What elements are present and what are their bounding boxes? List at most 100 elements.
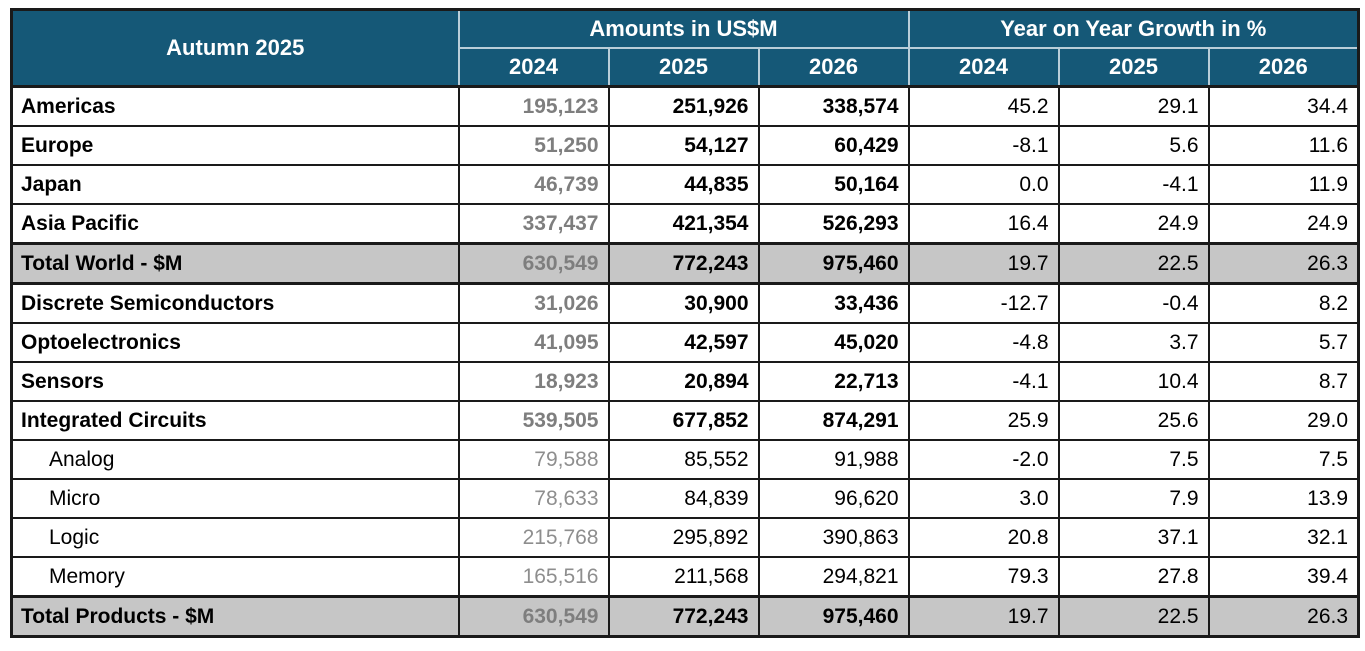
- amount-cell: 165,516: [457, 556, 610, 598]
- growth-cell: 8.7: [1207, 361, 1360, 402]
- year-header-growth-2024: 2024: [907, 47, 1060, 88]
- growth-cell: 34.4: [1207, 85, 1360, 127]
- amount-cell: 46,739: [457, 164, 610, 205]
- growth-cell: -0.4: [1057, 282, 1210, 324]
- growth-cell: -4.1: [907, 361, 1060, 402]
- growth-cell: -4.1: [1057, 164, 1210, 205]
- table-row: Analog 79,588 85,552 91,988 -2.0 7.5 7.5: [10, 439, 1360, 480]
- growth-cell: 24.9: [1207, 203, 1360, 245]
- growth-cell: -2.0: [907, 439, 1060, 480]
- year-header-growth-2026: 2026: [1207, 47, 1360, 88]
- table-row: Japan 46,739 44,835 50,164 0.0 -4.1 11.9: [10, 164, 1360, 205]
- column-group-amounts: Amounts in US$M: [457, 8, 910, 49]
- amount-cell: 421,354: [607, 203, 760, 245]
- amount-cell: 215,768: [457, 517, 610, 558]
- growth-cell: 7.5: [1207, 439, 1360, 480]
- table-row: Sensors 18,923 20,894 22,713 -4.1 10.4 8.7: [10, 361, 1360, 402]
- table-row: Optoelectronics 41,095 42,597 45,020 -4.8 3.7…: [10, 322, 1360, 363]
- amount-cell: 42,597: [607, 322, 760, 363]
- growth-cell: 0.0: [907, 164, 1060, 205]
- row-label: Sensors: [10, 361, 460, 402]
- amount-cell: 772,243: [607, 242, 760, 285]
- growth-cell: 24.9: [1057, 203, 1210, 245]
- amount-cell: 84,839: [607, 478, 760, 519]
- row-label: Total Products - $M: [10, 595, 460, 638]
- growth-cell: 32.1: [1207, 517, 1360, 558]
- amount-cell: 79,588: [457, 439, 610, 480]
- header-years-row: 2024 2025 2026 2024 2025 2026: [12, 47, 1360, 88]
- row-label: Optoelectronics: [10, 322, 460, 363]
- growth-cell: 5.7: [1207, 322, 1360, 363]
- amount-cell: 526,293: [757, 203, 910, 245]
- growth-cell: 10.4: [1057, 361, 1210, 402]
- growth-cell: 25.6: [1057, 400, 1210, 441]
- table-body: Americas 195,123 251,926 338,574 45.2 29.1 34.…: [10, 85, 1360, 638]
- growth-cell: 7.9: [1057, 478, 1210, 519]
- growth-cell: -4.8: [907, 322, 1060, 363]
- amount-cell: 975,460: [757, 595, 910, 638]
- growth-cell: 7.5: [1057, 439, 1210, 480]
- table-row: Logic 215,768 295,892 390,863 20.8 37.1 32.1: [10, 517, 1360, 558]
- amount-cell: 41,095: [457, 322, 610, 363]
- amount-cell: 18,923: [457, 361, 610, 402]
- table-row: Total World - $M 630,549 772,243 975,460 19.…: [10, 242, 1360, 285]
- growth-cell: 29.1: [1057, 85, 1210, 127]
- growth-cell: 79.3: [907, 556, 1060, 598]
- amount-cell: 31,026: [457, 282, 610, 324]
- year-header-amounts-2024: 2024: [457, 47, 610, 88]
- table-row: Americas 195,123 251,926 338,574 45.2 29.1 34.…: [10, 85, 1360, 127]
- table-row: Europe 51,250 54,127 60,429 -8.1 5.6 11.6: [10, 125, 1360, 166]
- amount-cell: 91,988: [757, 439, 910, 480]
- amount-cell: 295,892: [607, 517, 760, 558]
- row-label: Discrete Semiconductors: [10, 282, 460, 324]
- table-row: Memory 165,516 211,568 294,821 79.3 27.8 39.4: [10, 556, 1360, 598]
- growth-cell: 27.8: [1057, 556, 1210, 598]
- table-header: Autumn 2025 Amounts in US$M Year on Year…: [10, 8, 1360, 88]
- growth-cell: 11.9: [1207, 164, 1360, 205]
- growth-cell: 37.1: [1057, 517, 1210, 558]
- growth-cell: 45.2: [907, 85, 1060, 127]
- growth-cell: 5.6: [1057, 125, 1210, 166]
- amount-cell: 51,250: [457, 125, 610, 166]
- amount-cell: 78,633: [457, 478, 610, 519]
- amount-cell: 96,620: [757, 478, 910, 519]
- year-header-amounts-2026: 2026: [757, 47, 910, 88]
- amount-cell: 874,291: [757, 400, 910, 441]
- growth-cell: 22.5: [1057, 242, 1210, 285]
- growth-cell: 8.2: [1207, 282, 1360, 324]
- table-row: Micro 78,633 84,839 96,620 3.0 7.9 13.9: [10, 478, 1360, 519]
- header-group-row: Autumn 2025 Amounts in US$M Year on Year…: [10, 8, 1360, 88]
- year-header-amounts-2025: 2025: [607, 47, 760, 88]
- growth-cell: 19.7: [907, 595, 1060, 638]
- growth-cell: 20.8: [907, 517, 1060, 558]
- growth-cell: 3.7: [1057, 322, 1210, 363]
- row-label: Europe: [10, 125, 460, 166]
- amount-cell: 30,900: [607, 282, 760, 324]
- table-row: Integrated Circuits 539,505 677,852 874,291…: [10, 400, 1360, 441]
- row-label: Logic: [10, 517, 460, 558]
- amount-cell: 772,243: [607, 595, 760, 638]
- amount-cell: 390,863: [757, 517, 910, 558]
- amount-cell: 294,821: [757, 556, 910, 598]
- row-label: Micro: [10, 478, 460, 519]
- growth-cell: 22.5: [1057, 595, 1210, 638]
- row-label: Integrated Circuits: [10, 400, 460, 441]
- semiconductor-forecast-table: Autumn 2025 Amounts in US$M Year on Year…: [10, 8, 1361, 638]
- amount-cell: 195,123: [457, 85, 610, 127]
- row-label: Memory: [10, 556, 460, 598]
- row-label: Analog: [10, 439, 460, 480]
- growth-cell: 11.6: [1207, 125, 1360, 166]
- table-row: Total Products - $M 630,549 772,243 975,460…: [10, 595, 1360, 638]
- row-label: Japan: [10, 164, 460, 205]
- amount-cell: 33,436: [757, 282, 910, 324]
- amount-cell: 677,852: [607, 400, 760, 441]
- amount-cell: 211,568: [607, 556, 760, 598]
- row-label: Total World - $M: [10, 242, 460, 285]
- amount-cell: 630,549: [457, 595, 610, 638]
- growth-cell: 16.4: [907, 203, 1060, 245]
- amount-cell: 44,835: [607, 164, 760, 205]
- growth-cell: 3.0: [907, 478, 1060, 519]
- table-title: Autumn 2025: [10, 8, 460, 88]
- amount-cell: 337,437: [457, 203, 610, 245]
- row-label: Americas: [10, 85, 460, 127]
